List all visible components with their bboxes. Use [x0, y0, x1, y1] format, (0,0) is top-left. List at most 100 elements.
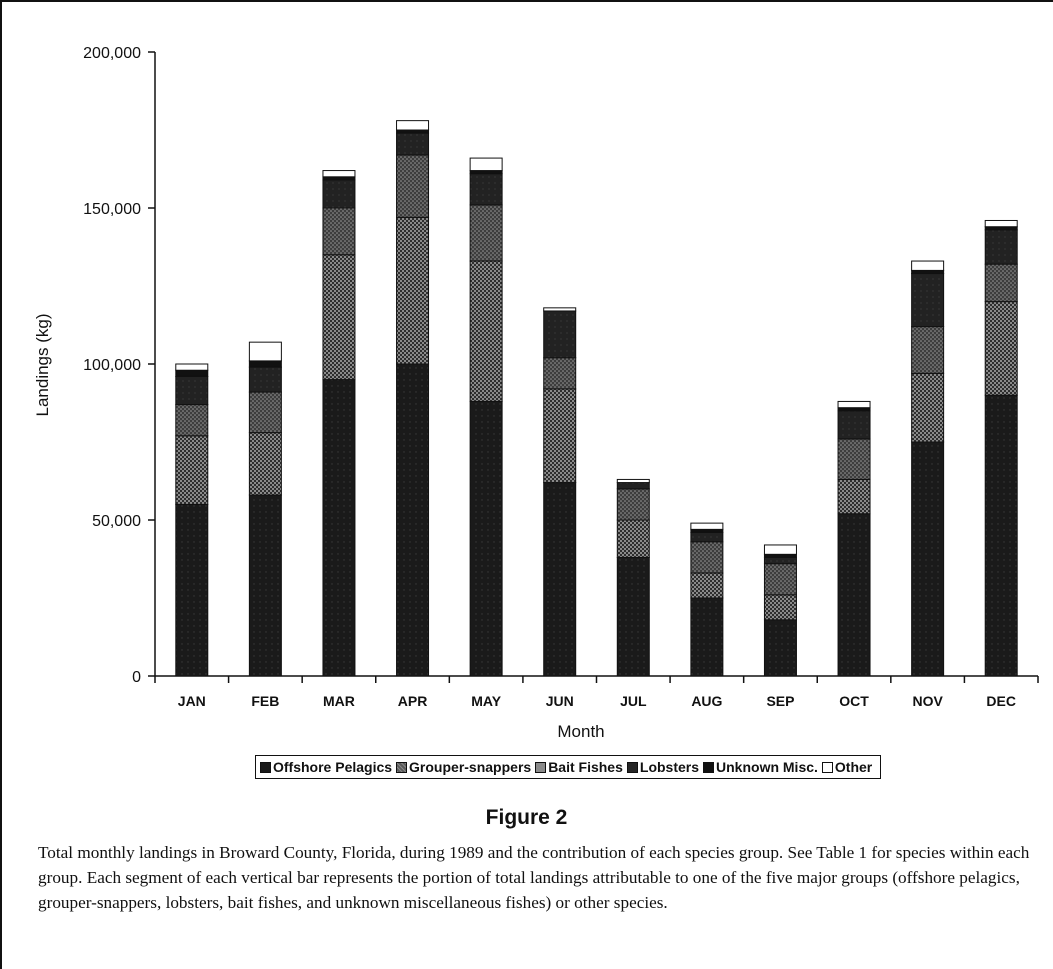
figure-caption: Total monthly landings in Broward County…	[38, 843, 1030, 912]
legend-swatch	[821, 761, 833, 773]
legend-item: Offshore Pelagics	[260, 759, 392, 775]
bar-segment-other-feb	[248, 341, 282, 362]
bar-segment-bait-fishes-jul	[616, 488, 650, 521]
bar-segment-lobsters-jun	[543, 310, 577, 359]
x-axis: JAN FEB MAR APR MAY JUN JUL AUG SEP OCT NOV DEC	[154, 675, 1039, 709]
legend-swatch	[626, 761, 638, 773]
y-tick-label: 0	[132, 669, 141, 686]
y-tick-label: 150,000	[83, 201, 141, 218]
bar-segment-lobsters-mar	[322, 179, 356, 209]
y-axis-title: Landings (kg)	[33, 313, 52, 416]
legend-label: Lobsters	[639, 759, 700, 775]
legend-label: Grouper-snappers	[409, 759, 532, 775]
bar-segment-lobsters-apr	[396, 132, 430, 156]
bar-segment-lobsters-may	[469, 173, 503, 206]
x-tick-label: DEC	[986, 693, 1016, 709]
bar-segment-bait-fishes-apr	[396, 154, 430, 218]
bar-segment-other-aug	[690, 522, 724, 530]
bar-segment-grouper-snappers-may	[469, 260, 503, 402]
bar-segment-lobsters-jan	[175, 375, 209, 406]
bar-segment-offshore-pelagics-may	[469, 400, 503, 677]
y-tick-label: 100,000	[83, 357, 141, 374]
bar-segment-grouper-snappers-aug	[690, 572, 724, 599]
bar-segment-offshore-pelagics-mar	[322, 379, 356, 677]
bar-segment-grouper-snappers-jan	[175, 435, 209, 505]
bar-segment-bait-fishes-jan	[175, 404, 209, 437]
bar-segment-grouper-snappers-apr	[396, 216, 430, 365]
y-tick-label: 50,000	[92, 513, 141, 530]
stacked-bar-chart: 0 50,000 100,000 150,000 200,000 JAN FEB MAR AP…	[33, 45, 1039, 741]
bar-segment-offshore-pelagics-jan	[175, 503, 209, 677]
x-tick-label: JUL	[620, 693, 647, 709]
x-tick-label: AUG	[691, 693, 722, 709]
bar-segment-offshore-pelagics-nov	[911, 441, 945, 677]
bar-segment-offshore-pelagics-sep	[763, 619, 797, 677]
bar-segment-lobsters-feb	[248, 366, 282, 393]
bar-segment-lobsters-aug	[690, 531, 724, 543]
x-tick-label: MAR	[323, 693, 355, 709]
figure-title: Figure 2	[485, 806, 568, 829]
legend-label: Other	[834, 759, 873, 775]
bar-segment-grouper-snappers-jun	[543, 388, 577, 484]
legend-label: Offshore Pelagics	[273, 759, 393, 775]
legend-item: Lobsters	[626, 759, 700, 775]
y-axis: 0 50,000 100,000 150,000 200,000	[83, 45, 156, 686]
bar-segment-grouper-snappers-feb	[248, 432, 282, 496]
bar-segment-offshore-pelagics-dec	[984, 394, 1018, 677]
x-tick-label: FEB	[251, 693, 279, 709]
bar-segment-bait-fishes-feb	[248, 391, 282, 434]
bars	[175, 120, 1018, 677]
legend-item: Bait Fishes	[535, 759, 623, 775]
bar-segment-bait-fishes-nov	[911, 326, 945, 374]
x-axis-title: Month	[557, 722, 604, 741]
bar-segment-other-jun	[543, 307, 577, 312]
bar-segment-grouper-snappers-nov	[911, 372, 945, 443]
legend-item: Grouper-snappers	[396, 759, 531, 775]
bar-segment-grouper-snappers-oct	[837, 478, 871, 515]
y-tick-label: 200,000	[83, 45, 141, 62]
legend-item: Other	[821, 759, 873, 775]
legend-item: Unknown Misc.	[703, 759, 818, 775]
bar-segment-lobsters-jul	[616, 482, 650, 490]
bar-segment-other-may	[469, 157, 503, 172]
x-tick-label: JUN	[546, 693, 574, 709]
bar-segment-lobsters-nov	[911, 273, 945, 328]
x-tick-label: MAY	[471, 693, 501, 709]
bar-segment-grouper-snappers-mar	[322, 254, 356, 381]
bar-segment-bait-fishes-mar	[322, 207, 356, 256]
bar-segment-offshore-pelagics-aug	[690, 597, 724, 677]
x-tick-label: SEP	[766, 693, 794, 709]
bar-segment-other-jul	[616, 478, 650, 484]
bar-segment-bait-fishes-aug	[690, 541, 724, 574]
x-tick-label: NOV	[912, 693, 943, 709]
bar-segment-other-dec	[984, 219, 1018, 228]
bar-segment-other-jan	[175, 363, 209, 371]
bar-segment-other-apr	[396, 120, 430, 131]
legend-label: Bait Fishes	[548, 759, 623, 775]
bar-segment-other-nov	[911, 260, 945, 271]
x-tick-label: APR	[398, 693, 428, 709]
bar-segment-offshore-pelagics-jun	[543, 482, 577, 677]
bar-segment-other-mar	[322, 170, 356, 178]
x-tick-label: OCT	[839, 693, 869, 709]
bar-segment-unknown-misc--feb	[248, 360, 282, 368]
bar-segment-other-oct	[837, 400, 871, 409]
bar-segment-bait-fishes-sep	[763, 563, 797, 596]
bar-segment-bait-fishes-jun	[543, 357, 577, 390]
bar-segment-lobsters-oct	[837, 410, 871, 440]
legend-swatch	[535, 761, 547, 773]
legend: Offshore Pelagics Grouper-snappers Bait Fi…	[255, 755, 882, 779]
bar-segment-offshore-pelagics-jul	[616, 556, 650, 677]
bar-segment-lobsters-sep	[763, 556, 797, 565]
bar-segment-other-sep	[763, 544, 797, 555]
bar-segment-offshore-pelagics-apr	[396, 363, 430, 677]
bar-segment-unknown-misc--jan	[175, 369, 209, 377]
legend-swatch	[703, 761, 715, 773]
bar-segment-grouper-snappers-sep	[763, 594, 797, 621]
bar-segment-grouper-snappers-jul	[616, 519, 650, 558]
legend-label: Unknown Misc.	[716, 759, 818, 775]
bar-segment-bait-fishes-dec	[984, 263, 1018, 303]
legend-swatch	[396, 761, 408, 773]
bar-segment-grouper-snappers-dec	[984, 301, 1018, 396]
